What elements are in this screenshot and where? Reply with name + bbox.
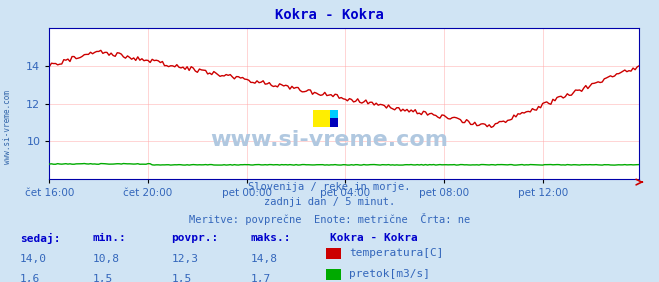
- Text: min.:: min.:: [92, 233, 126, 243]
- Text: 1,6: 1,6: [20, 274, 40, 282]
- Text: 14,0: 14,0: [20, 254, 47, 264]
- Text: www.si-vreme.com: www.si-vreme.com: [210, 130, 449, 150]
- Text: Meritve: povprečne  Enote: metrične  Črta: ne: Meritve: povprečne Enote: metrične Črta:…: [189, 213, 470, 225]
- Text: maks.:: maks.:: [250, 233, 291, 243]
- Text: Slovenija / reke in morje.: Slovenija / reke in morje.: [248, 182, 411, 192]
- Text: 12,3: 12,3: [171, 254, 198, 264]
- Text: 10,8: 10,8: [92, 254, 119, 264]
- Text: zadnji dan / 5 minut.: zadnji dan / 5 minut.: [264, 197, 395, 207]
- Text: pretok[m3/s]: pretok[m3/s]: [349, 269, 430, 279]
- Text: 1,5: 1,5: [171, 274, 192, 282]
- Text: povpr.:: povpr.:: [171, 233, 219, 243]
- Text: 1,5: 1,5: [92, 274, 113, 282]
- Text: 1,7: 1,7: [250, 274, 271, 282]
- Text: Kokra - Kokra: Kokra - Kokra: [275, 8, 384, 23]
- Text: Kokra - Kokra: Kokra - Kokra: [330, 233, 417, 243]
- Text: www.si-vreme.com: www.si-vreme.com: [3, 90, 13, 164]
- Text: sedaj:: sedaj:: [20, 233, 60, 244]
- Text: temperatura[C]: temperatura[C]: [349, 248, 444, 258]
- Text: 14,8: 14,8: [250, 254, 277, 264]
